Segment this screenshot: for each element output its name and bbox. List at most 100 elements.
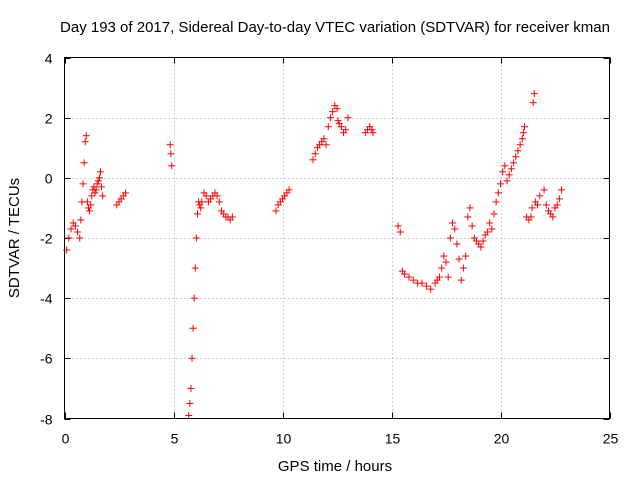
data-point: [507, 165, 515, 173]
data-point: [82, 132, 90, 140]
data-point: [186, 399, 194, 407]
data-point: [468, 222, 476, 230]
data-point: [555, 195, 563, 203]
x-tick-label: 25: [603, 431, 619, 447]
data-point: [77, 216, 85, 224]
x-tick-label: 5: [171, 431, 179, 447]
data-point: [427, 285, 435, 293]
data-point: [534, 201, 542, 209]
data-point: [553, 201, 561, 209]
data-point: [272, 207, 280, 215]
data-point: [479, 237, 487, 245]
data-point: [166, 141, 174, 149]
x-tick-label: 0: [62, 431, 70, 447]
data-point: [518, 135, 526, 143]
x-tick-label: 20: [494, 431, 510, 447]
x-tick-label: 10: [276, 431, 292, 447]
data-point: [322, 141, 330, 149]
data-point: [81, 138, 89, 146]
data-point: [92, 186, 100, 194]
data-point: [185, 411, 193, 419]
data-point: [453, 240, 461, 248]
data-point: [87, 201, 95, 209]
y-tick-label: -8: [40, 412, 53, 428]
data-point: [444, 273, 452, 281]
x-axis-label: GPS time / hours: [278, 458, 392, 475]
data-point: [76, 234, 84, 242]
data-point: [405, 273, 413, 281]
data-point: [63, 246, 71, 254]
data-point: [79, 180, 87, 188]
data-point: [435, 273, 443, 281]
data-point: [197, 204, 205, 212]
y-tick-label: 4: [45, 51, 53, 67]
data-point: [342, 126, 350, 134]
data-point: [215, 198, 223, 206]
data-point: [96, 168, 104, 176]
data-point: [492, 198, 500, 206]
data-point: [442, 258, 450, 266]
data-point: [462, 252, 470, 260]
data-point: [457, 276, 465, 284]
data-point: [451, 225, 459, 233]
data-point: [122, 189, 130, 197]
data-point: [401, 270, 409, 278]
data-point: [394, 222, 402, 230]
data-points: [63, 90, 566, 419]
data-point: [329, 108, 337, 116]
data-point: [527, 213, 535, 221]
data-point: [167, 150, 175, 158]
data-point: [494, 189, 502, 197]
data-point: [198, 198, 206, 206]
y-tick-label: -2: [40, 231, 53, 247]
data-point: [74, 228, 82, 236]
data-point: [71, 222, 79, 230]
chart-title: Day 193 of 2017, Sidereal Day-to-day VTE…: [60, 19, 610, 36]
axis-tick-labels: 0 5 10 15 20 25 -8 -6 -4 -2 0 2 4: [40, 51, 618, 447]
data-point: [228, 213, 236, 221]
data-point: [187, 384, 195, 392]
data-point: [80, 159, 88, 167]
data-point: [497, 180, 504, 188]
data-point: [549, 213, 557, 221]
data-point: [95, 174, 103, 182]
data-point: [490, 210, 498, 218]
data-point: [499, 168, 507, 176]
plot-frame: [64, 57, 610, 419]
data-point: [309, 156, 317, 164]
data-point: [94, 177, 102, 185]
data-point: [320, 135, 328, 143]
data-point: [168, 162, 176, 170]
data-point: [83, 198, 91, 206]
data-point: [188, 354, 196, 362]
data-point: [529, 99, 537, 107]
data-point: [486, 219, 494, 227]
data-point: [333, 105, 341, 113]
y-axis-label: SDTVAR / TECUs: [6, 178, 23, 298]
data-point: [67, 225, 75, 233]
data-point: [520, 123, 528, 131]
data-point: [466, 204, 474, 212]
data-point: [192, 234, 200, 242]
data-point: [311, 150, 319, 158]
data-point: [213, 192, 221, 200]
data-point: [438, 264, 446, 272]
data-point: [505, 171, 513, 179]
data-point: [368, 126, 376, 134]
data-point: [337, 123, 345, 131]
data-point: [98, 183, 106, 191]
data-point: [422, 282, 430, 290]
data-point: [512, 153, 520, 161]
data-point: [93, 180, 101, 188]
y-tick-label: 0: [45, 171, 53, 187]
data-point: [558, 186, 566, 194]
data-point: [202, 192, 210, 200]
data-point: [285, 186, 293, 194]
data-point: [99, 192, 107, 200]
data-point: [503, 177, 511, 185]
x-tick-label: 15: [385, 431, 401, 447]
data-point: [396, 228, 404, 236]
data-point: [477, 243, 485, 251]
data-point: [530, 90, 538, 98]
